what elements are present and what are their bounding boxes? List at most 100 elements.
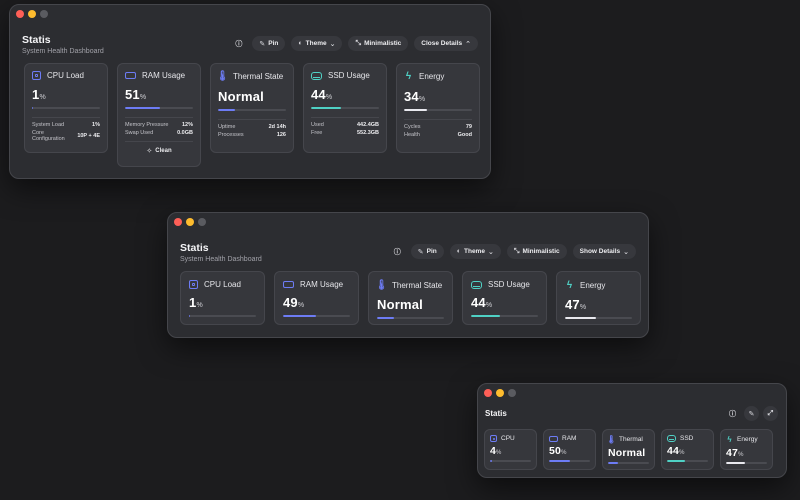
info-icon: ⓘ <box>393 248 401 256</box>
card-label: SSD <box>680 435 694 442</box>
info-button[interactable]: ⓘ <box>231 36 246 51</box>
bolt-icon: ϟ <box>727 435 732 444</box>
stat-label: Uptime <box>218 124 236 130</box>
theme-button[interactable]: ◐ Theme ⌄ <box>449 244 501 259</box>
ssd-card[interactable]: SSD 44% <box>661 429 714 470</box>
card-label: CPU <box>501 435 515 442</box>
card-label: Thermal State <box>233 72 284 81</box>
pin-button[interactable]: ✎ <box>744 406 759 421</box>
card-label: CPU Load <box>47 71 84 80</box>
info-button[interactable]: ⓘ <box>725 406 740 421</box>
cpu-card[interactable]: CPU 4% <box>484 429 537 470</box>
value-unit: % <box>738 452 744 458</box>
theme-button[interactable]: ◐ Theme ⌄ <box>291 36 343 51</box>
value-number: Normal <box>608 447 646 459</box>
card-header: SSD <box>667 435 708 442</box>
card-header: 🌡︎ Thermal <box>606 435 649 444</box>
value-unit: % <box>39 94 46 101</box>
energy-card[interactable]: ϟ Energy 47% <box>556 271 641 325</box>
show-details-button[interactable]: Show Details ⌄ <box>572 244 636 259</box>
stat-value: 79 <box>465 124 472 130</box>
card-value: 51% <box>125 87 193 102</box>
usage-bar-fill <box>608 462 619 464</box>
card-header: CPU <box>490 435 531 442</box>
usage-bar-fill <box>283 315 316 317</box>
value-unit: % <box>418 96 426 103</box>
clean-button[interactable]: ✧ Clean <box>125 147 193 155</box>
stat-row: Processes 126 <box>218 132 286 138</box>
card-value: 47% <box>565 297 632 312</box>
ssd-card[interactable]: SSD Usage 44% <box>462 271 547 325</box>
stat-label: Processes <box>218 132 244 138</box>
close-window-button[interactable] <box>484 389 492 397</box>
drive-icon <box>471 280 482 289</box>
ssd-card[interactable]: SSD Usage 44% Used 442.4GB Free 552.3GB <box>303 63 387 153</box>
zoom-window-button[interactable] <box>508 389 516 397</box>
usage-bar-fill <box>471 315 501 317</box>
metric-cards: CPU Load 1% System Load 1% Core Configur… <box>24 63 480 167</box>
ram-card[interactable]: RAM Usage 49% <box>274 271 359 325</box>
thermal-card[interactable]: 🌡︎ Thermal State Normal <box>368 271 453 325</box>
toolbar: ⓘ ✎ ⤢ <box>725 406 778 421</box>
ram-card[interactable]: RAM 50% <box>543 429 596 470</box>
value-number: 34 <box>404 89 419 104</box>
palette-icon: ◐ <box>298 40 303 47</box>
thermal-card[interactable]: 🌡︎ Thermal State Normal Uptime 2d 14h Pr… <box>210 63 294 153</box>
usage-bar-fill <box>377 317 394 319</box>
minimize-window-button[interactable] <box>496 389 504 397</box>
card-label: SSD Usage <box>488 280 530 289</box>
palette-icon: ◐ <box>456 248 461 255</box>
thermometer-icon: 🌡︎ <box>375 280 388 291</box>
ram-card[interactable]: RAM Usage 51% Memory Pressure 12% Swap U… <box>117 63 201 167</box>
card-value: 4% <box>490 445 531 457</box>
stat-row: Uptime 2d 14h <box>218 124 286 130</box>
card-value: Normal <box>218 89 286 104</box>
minimize-window-button[interactable] <box>28 10 36 18</box>
card-value: 50% <box>549 445 590 457</box>
zoom-window-button[interactable] <box>40 10 48 18</box>
collapse-icon: ⤡ <box>513 247 520 255</box>
minimalistic-button[interactable]: ⤡ Minimalistic <box>348 36 409 51</box>
stat-row: System Load 1% <box>32 122 100 128</box>
energy-card[interactable]: ϟ Energy 34% Cycles 79 Health Good <box>396 63 480 153</box>
usage-bar-fill <box>32 107 34 109</box>
cpu-card[interactable]: CPU Load 1% System Load 1% Core Configur… <box>24 63 108 153</box>
minimalistic-button[interactable]: ⤡ Minimalistic <box>506 244 567 259</box>
value-number: 49 <box>283 295 298 310</box>
collapse-icon: ⤡ <box>355 39 362 47</box>
pin-button[interactable]: ✎ Pin <box>252 36 286 51</box>
close-details-button[interactable]: Close Details ⌃ <box>414 36 478 51</box>
metric-cards: CPU 4% RAM 50% 🌡︎ Thermal <box>484 429 773 470</box>
pin-button[interactable]: ✎ Pin <box>410 244 444 259</box>
divider <box>311 117 379 118</box>
minimize-window-button[interactable] <box>186 218 194 226</box>
expand-button[interactable]: ⤢ <box>763 406 778 421</box>
divider <box>218 119 286 120</box>
stat-label: Free <box>311 130 323 136</box>
thermal-card[interactable]: 🌡︎ Thermal Normal <box>602 429 655 470</box>
usage-bar-fill <box>490 460 492 462</box>
usage-bar <box>726 462 767 464</box>
card-value: Normal <box>608 447 649 459</box>
stat-value: Good <box>457 132 472 138</box>
zoom-window-button[interactable] <box>198 218 206 226</box>
pin-icon: ✎ <box>417 248 424 256</box>
usage-bar <box>125 107 193 109</box>
pin-icon: ✎ <box>259 40 266 48</box>
value-unit: % <box>196 302 203 309</box>
stat-label: System Load <box>32 122 65 128</box>
usage-bar <box>608 462 649 464</box>
card-value: 1% <box>189 295 256 310</box>
usage-bar <box>549 460 590 462</box>
stat-label: Cycles <box>404 124 421 130</box>
window-controls <box>174 218 206 226</box>
energy-card[interactable]: ϟ Energy 47% <box>720 429 773 470</box>
usage-bar <box>667 460 708 462</box>
info-button[interactable]: ⓘ <box>390 244 405 259</box>
close-window-button[interactable] <box>16 10 24 18</box>
close-window-button[interactable] <box>174 218 182 226</box>
stat-label: Health <box>404 132 420 138</box>
cpu-card[interactable]: CPU Load 1% <box>180 271 265 325</box>
value-number: Normal <box>377 297 423 312</box>
card-value: 49% <box>283 295 350 310</box>
